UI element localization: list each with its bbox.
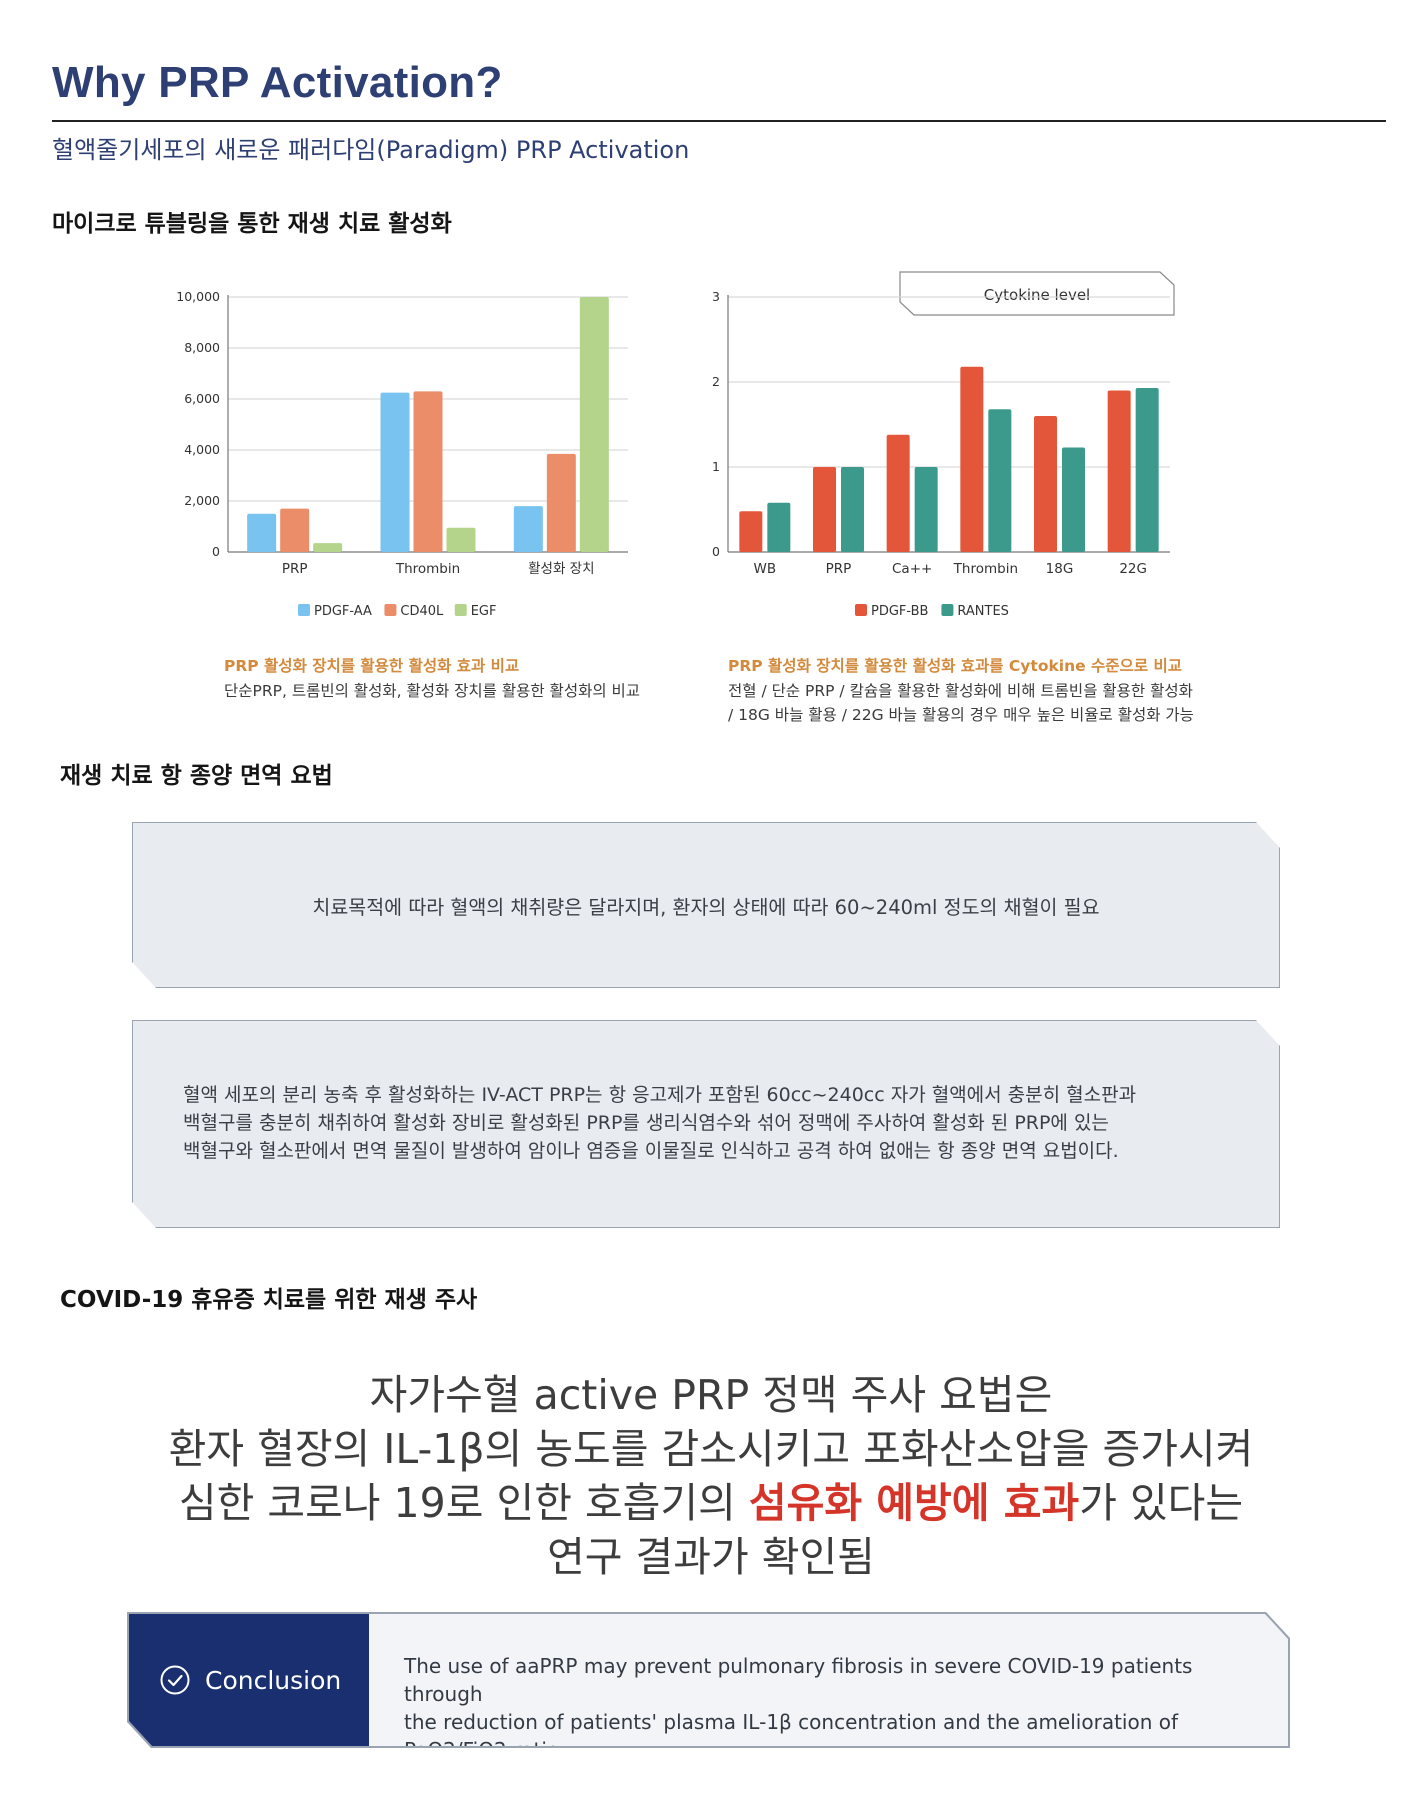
info-box-blood-volume-text: 치료목적에 따라 혈액의 채취량은 달라지며, 환자의 상태에 따라 60~24… — [312, 895, 1100, 919]
bar-pdgf-aa — [513, 506, 543, 552]
conclusion-box: Conclusion The use of aaPRP may prevent … — [127, 1612, 1290, 1748]
section-heading-covid: COVID-19 휴유증 치료를 위한 재생 주사 — [60, 1287, 478, 1313]
bar-pdgf-aa — [380, 392, 410, 552]
chart-title-tag — [899, 271, 1175, 316]
legend-swatch — [298, 604, 310, 616]
legend-swatch — [454, 604, 467, 616]
chart-right-caption-desc-1: 전혈 / 단순 PRP / 칼슘을 활용한 활성화에 비해 트롬빈을 활용한 활… — [728, 682, 1193, 700]
section-heading-microtubing: 마이크로 튜블링을 통한 재생 치료 활성화 — [52, 211, 452, 237]
legend-label: PDGF-AA — [314, 604, 372, 619]
covid-headline-line-3-pre: 심한 코로나 19로 인한 호흡기의 — [178, 1479, 749, 1527]
covid-headline-line-1: 자가수혈 active PRP 정맥 주사 요법은 — [369, 1371, 1053, 1419]
covid-headline-line-4: 연구 결과가 확인됨 — [547, 1533, 875, 1581]
bar-rantes — [841, 467, 864, 552]
y-tick-label: 1 — [712, 459, 720, 474]
legend-swatch — [384, 604, 397, 616]
section-heading-immunotherapy: 재생 치료 항 종양 면역 요법 — [60, 763, 333, 789]
legend-label: EGF — [471, 604, 497, 619]
page-title: Why PRP Activation? — [52, 58, 503, 107]
chart-growth-factors: 0 2,000 4,000 6,000 8,000 10,000 PRP Thrombin 활성… — [176, 289, 628, 619]
bar-pdgf-bb — [960, 366, 984, 552]
legend-label: PDGF-BB — [871, 604, 928, 619]
conclusion-text-line-2: the reduction of patients' plasma IL-1β … — [404, 1710, 1179, 1762]
title-divider — [52, 120, 1386, 122]
x-tick-label: 18G — [1046, 561, 1074, 577]
bar-pdgf-aa — [247, 513, 277, 552]
info-box-blood-volume: 치료목적에 따라 혈액의 채취량은 달라지며, 환자의 상태에 따라 60~24… — [132, 822, 1280, 988]
bar-rantes — [914, 467, 938, 552]
x-tick-label: Thrombin — [953, 561, 1018, 577]
legend-swatch — [941, 604, 954, 616]
x-tick-label: Thrombin — [395, 561, 460, 577]
y-tick-label: 0 — [712, 544, 720, 559]
chart-left-caption-desc: 단순PRP, 트롬빈의 활성화, 활성화 장치를 활용한 활성화의 비교 — [224, 682, 641, 700]
covid-headline: 자가수혈 active PRP 정맥 주사 요법은 환자 혈장의 IL-1β의 … — [0, 1368, 1422, 1584]
conclusion-text-line-1: The use of aaPRP may prevent pulmonary f… — [404, 1654, 1193, 1706]
y-tick-label: 10,000 — [176, 289, 220, 304]
conclusion-label: Conclusion — [205, 1665, 342, 1695]
y-tick-label: 2 — [712, 374, 720, 389]
bar-rantes — [1135, 387, 1159, 552]
y-tick-label: 8,000 — [184, 340, 220, 355]
page-subtitle: 혈액줄기세포의 새로운 패러다임(Paradigm) PRP Activatio… — [52, 136, 690, 164]
y-tick-label: 0 — [212, 544, 220, 559]
chart-title: Cytokine level — [984, 286, 1090, 304]
bar-pdgf-bb — [1107, 390, 1131, 552]
y-tick-label: 6,000 — [184, 391, 220, 406]
info-box-ivact-description: 혈액 세포의 분리 농축 후 활성화하는 IV-ACT PRP는 항 응고제가 … — [132, 1020, 1280, 1228]
covid-headline-highlight: 섬유화 예방에 효과 — [748, 1479, 1080, 1527]
x-tick-label: 22G — [1119, 561, 1147, 577]
x-tick-label: WB — [754, 561, 777, 577]
ivact-line-2: 백혈구를 충분히 채취하여 활성화 장비로 활성화된 PRP를 생리식염수와 섞… — [183, 1112, 1109, 1134]
chart-left-caption-title: PRP 활성화 장치를 활용한 활성화 효과 비교 — [224, 657, 520, 675]
bar-cd40l — [280, 508, 310, 552]
ivact-line-1: 혈액 세포의 분리 농축 후 활성화하는 IV-ACT PRP는 항 응고제가 … — [183, 1084, 1137, 1106]
chart-cytokine-level: Cytokine level 0 1 2 3 WB PRP Ca++ Thrombin 18G 22… — [712, 271, 1175, 619]
check-circle-icon — [159, 1664, 191, 1696]
bar-cd40l — [413, 391, 443, 552]
bar-rantes — [988, 409, 1012, 552]
covid-headline-line-3-post: 가 있다는 — [1079, 1479, 1244, 1527]
x-tick-label: Ca++ — [892, 561, 932, 577]
covid-headline-line-2: 환자 혈장의 IL-1β의 농도를 감소시키고 포화산소압을 증가시켜 — [168, 1425, 1254, 1473]
chart-right-caption-desc-2: / 18G 바늘 활용 / 22G 바늘 활용의 경우 매우 높은 비율로 활성… — [728, 706, 1194, 724]
chart-right-caption-title: PRP 활성화 장치를 활용한 활성화 효과를 Cytokine 수준으로 비교 — [728, 657, 1182, 675]
bar-rantes — [767, 502, 791, 552]
legend-label: CD40L — [400, 604, 444, 619]
covid-headline-line-3: 심한 코로나 19로 인한 호흡기의 섬유화 예방에 효과가 있다는 — [0, 1476, 1422, 1530]
bar-pdgf-bb — [813, 467, 836, 552]
x-tick-label: PRP — [282, 561, 308, 577]
y-tick-label: 2,000 — [184, 493, 220, 508]
y-tick-label: 3 — [712, 289, 720, 304]
legend-label: RANTES — [957, 604, 1009, 619]
bar-egf — [446, 527, 476, 552]
bar-egf — [313, 543, 343, 552]
bar-rantes — [1062, 447, 1085, 552]
conclusion-text: The use of aaPRP may prevent pulmonary f… — [404, 1652, 1258, 1764]
legend-swatch — [855, 604, 867, 616]
y-tick-label: 4,000 — [184, 442, 220, 457]
conclusion-label-panel: Conclusion — [129, 1614, 369, 1746]
bar-pdgf-bb — [886, 434, 910, 552]
bar-egf — [579, 297, 609, 552]
ivact-line-3: 백혈구와 혈소판에서 면역 물질이 발생하여 암이나 염증을 이물질로 인식하고… — [183, 1140, 1119, 1162]
bar-pdgf-bb — [739, 511, 763, 552]
bar-pdgf-bb — [1034, 416, 1057, 552]
bar-cd40l — [546, 453, 576, 552]
x-tick-label: PRP — [826, 561, 852, 577]
x-tick-label: 활성화 장치 — [528, 561, 594, 577]
